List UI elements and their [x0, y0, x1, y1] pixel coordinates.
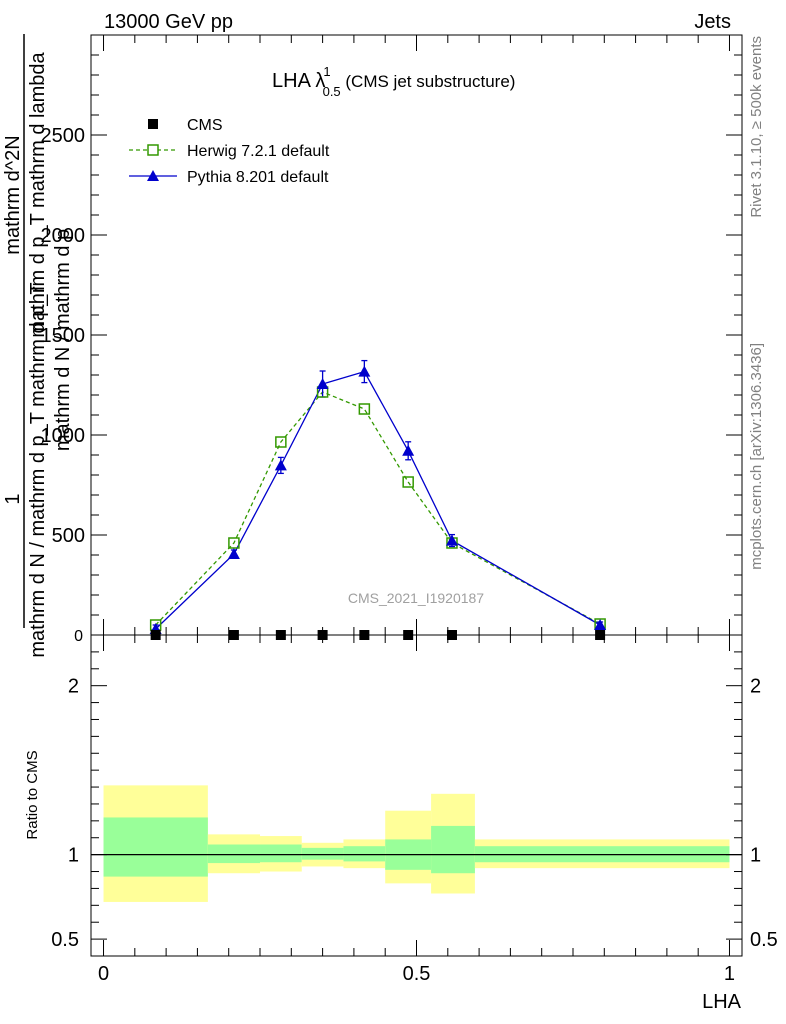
ratio-xtick-label: 1 — [724, 963, 735, 985]
main-ytick-label: 2000 — [41, 225, 86, 247]
ylabel-one: 1 — [2, 493, 24, 504]
cms-point — [595, 630, 606, 640]
cms-point — [446, 630, 457, 640]
legend-pythia-marker — [147, 170, 159, 181]
pythia-point — [274, 459, 287, 471]
main-ytick-label-zero: 0 — [74, 628, 83, 645]
rivet-label: Rivet 3.1.10, ≥ 500k events — [748, 36, 765, 218]
header-right: Jets — [694, 11, 731, 33]
ratio-ytick-label-right: 2 — [750, 676, 761, 698]
xlabel: LHA — [702, 991, 742, 1013]
pythia-point — [316, 378, 329, 389]
analysis-watermark: CMS_2021_I1920187 — [348, 590, 484, 606]
cms-point — [359, 630, 370, 640]
legend: CMS Herwig 7.2.1 default Pythia 8.201 de… — [129, 117, 330, 186]
ratio-green-band — [343, 846, 386, 862]
legend-cms-marker — [148, 119, 158, 129]
plot-title-suffix: (CMS jet substructure) — [341, 72, 516, 91]
legend-pythia-label: Pythia 8.201 default — [187, 169, 329, 186]
herwig-point — [228, 537, 240, 549]
ratio-green-band — [207, 844, 261, 864]
ratio-ytick-label-right: 1 — [750, 845, 761, 867]
pythia-point — [227, 548, 240, 559]
legend-cms-label: CMS — [187, 117, 223, 134]
main-ylabel: 1 mathrm d N / mathrm d p_T mathrm d p_T… — [2, 34, 74, 658]
ratio-ytick-label-left: 0.5 — [51, 929, 79, 951]
main-ytick-label: 1000 — [41, 425, 86, 447]
legend-herwig-marker — [147, 144, 159, 156]
herwig-point — [358, 403, 371, 415]
legend-herwig-label: Herwig 7.2.1 default — [187, 143, 330, 160]
ratio-green-band — [260, 844, 302, 863]
ratio-green-band — [301, 847, 344, 860]
ratio-ytick-label-left: 1 — [68, 845, 79, 867]
ylabel-den-main: mathrm d N / mathrm d p_T mathrm d p_T — [27, 282, 49, 657]
ratio-green-band — [431, 825, 475, 874]
plot-title-sub: 0.5 — [323, 84, 341, 99]
herwig-point — [275, 436, 287, 448]
pythia-point — [445, 534, 458, 546]
mcplots-label: mcplots.cern.ch [arXiv:1306.3436] — [748, 343, 765, 570]
ratio-ytick-label-right: 0.5 — [750, 929, 778, 951]
ylabel-frac-den: mathrm d p_T mathrm d lambda — [27, 51, 49, 337]
main-ticks: 500 1000 1500 2000 2500 0 — [41, 34, 742, 645]
main-ytick-label: 500 — [52, 525, 85, 547]
ratio-green-band — [103, 817, 208, 877]
pythia-point — [358, 365, 371, 377]
ratio-bands — [103, 785, 730, 902]
header-left: 13000 GeV pp — [104, 11, 233, 33]
ratio-ytick-label-left: 2 — [68, 676, 79, 698]
cms-point — [150, 630, 161, 640]
cms-point — [228, 630, 239, 640]
cms-point — [275, 630, 286, 640]
pythia-point — [402, 444, 415, 456]
pythia-line — [155, 370, 601, 630]
ylabel-den-second: mathrm d N / mathrm d p — [52, 229, 74, 451]
main-ytick-label: 2500 — [41, 125, 86, 147]
ratio-ylabel: Ratio to CMS — [24, 750, 41, 839]
cms-point — [317, 630, 328, 640]
ratio-xtick-label: 0.5 — [403, 963, 431, 985]
plot-title: LHA λ1 0.5 (CMS jet substructure) — [272, 64, 515, 99]
ylabel-frac-num: mathrm d^2N — [2, 135, 24, 254]
ratio-xtick-label: 0 — [98, 963, 109, 985]
pythia-point — [594, 619, 607, 630]
series-group — [149, 359, 607, 640]
plot-title-main: LHA λ — [272, 70, 325, 92]
cms-point — [403, 630, 414, 640]
main-ytick-label: 1500 — [41, 325, 86, 347]
plot-title-sup: 1 — [323, 64, 330, 79]
herwig-point — [402, 476, 414, 488]
